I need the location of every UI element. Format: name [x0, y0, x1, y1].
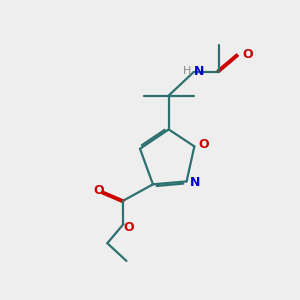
Text: H: H: [183, 65, 191, 76]
Text: O: O: [93, 184, 104, 197]
Text: N: N: [190, 176, 200, 189]
Text: O: O: [242, 48, 253, 61]
Text: N: N: [194, 65, 205, 79]
Text: O: O: [123, 220, 134, 233]
Text: O: O: [198, 138, 208, 152]
